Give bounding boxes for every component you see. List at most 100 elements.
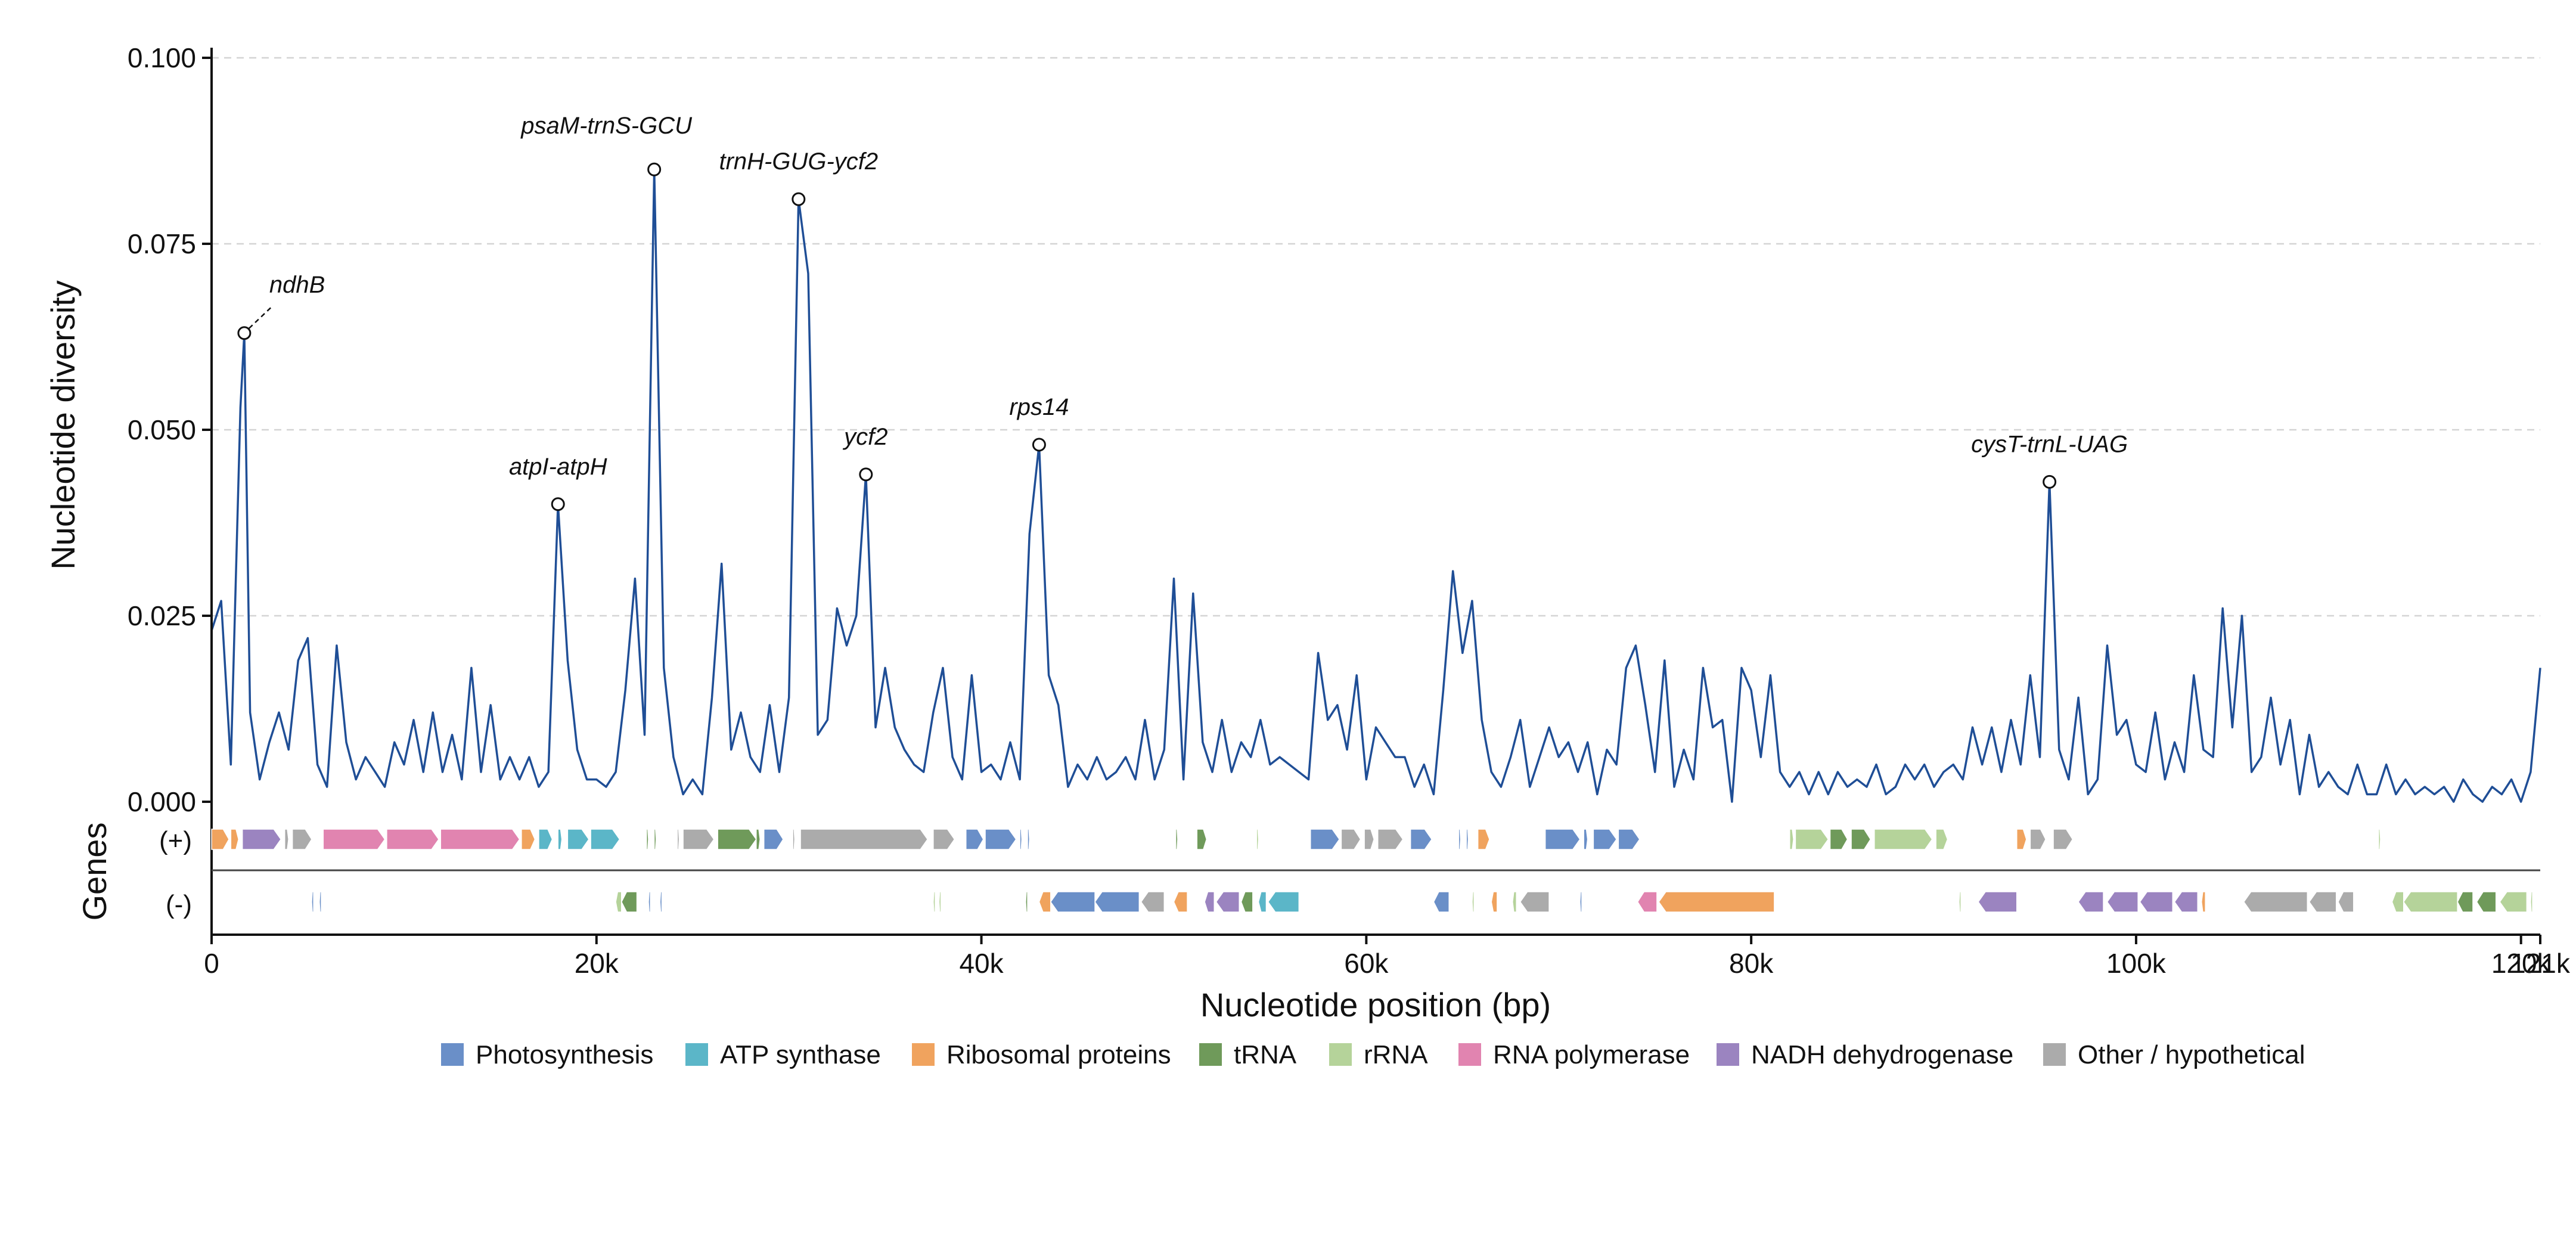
gene-block: [241, 829, 282, 850]
gene-block: [211, 829, 229, 850]
gene-block: [1215, 891, 1240, 913]
peak-marker: [2043, 474, 2057, 489]
gene-block: [1477, 829, 1490, 850]
peak-marker: [1032, 438, 1046, 452]
gene-blocks: [211, 829, 2533, 913]
gene-block: [1593, 829, 1618, 850]
gene-block: [1544, 829, 1581, 850]
gene-block: [1019, 829, 1023, 850]
x-tick-label: 60k: [1344, 948, 1389, 979]
gene-block: [792, 829, 796, 850]
gene-block: [1240, 891, 1253, 913]
strand-minus-label: (-): [166, 890, 192, 919]
gene-block: [1658, 891, 1775, 913]
grid-lines: [212, 57, 2540, 617]
peak-marker: [859, 467, 873, 482]
gene-block: [682, 829, 715, 850]
gene-block: [557, 829, 563, 850]
gene-block: [322, 829, 386, 850]
gene-block: [2053, 829, 2074, 850]
gene-block: [717, 829, 757, 850]
gene-block: [648, 891, 651, 913]
gene-block: [284, 829, 289, 850]
gene-block: [676, 829, 680, 850]
gene-block: [1466, 829, 1469, 850]
gene-block: [230, 829, 239, 850]
x-tick-label: 0: [204, 948, 219, 979]
gene-block: [2391, 891, 2404, 913]
gene-block: [1519, 891, 1550, 913]
peak-label: trnH-GUG-ycf2: [719, 148, 878, 175]
legend: Photosynthesis ATP synthase Ribosomal prot…: [441, 1040, 2305, 1069]
gene-block: [1433, 891, 1450, 913]
gene-block: [756, 829, 761, 850]
gene-block: [2499, 891, 2528, 913]
gene-block: [1027, 829, 1031, 850]
peak-marker: [237, 326, 252, 340]
gene-block: [2174, 891, 2198, 913]
gene-block: [1491, 891, 1498, 913]
peak-label: psaM-trnS-GCU: [520, 113, 693, 139]
legend-swatch: [2043, 1043, 2066, 1066]
gene-block: [2308, 891, 2337, 913]
gene-block: [1050, 891, 1095, 913]
peak-label: rps14: [1009, 394, 1069, 420]
x-tick-label: 20k: [575, 948, 619, 979]
gene-block: [1025, 891, 1028, 913]
gene-block: [1512, 891, 1517, 913]
gene-block: [1410, 829, 1433, 850]
legend-label: Ribosomal proteins: [946, 1040, 1171, 1069]
gene-block: [1364, 829, 1375, 850]
gene-block: [2530, 891, 2533, 913]
legend-swatch: [1199, 1043, 1222, 1066]
gene-block: [2016, 829, 2027, 850]
gene-block: [1959, 891, 1962, 913]
x-tick-label: 120k: [2491, 948, 2552, 979]
gene-block: [2457, 891, 2473, 913]
gene-block: [1637, 891, 1658, 913]
gene-block: [2338, 891, 2354, 913]
gene-block: [620, 891, 638, 913]
legend-label: RNA polymerase: [1493, 1040, 1690, 1069]
y-tick-label: 0.050: [128, 414, 196, 445]
gene-block: [1340, 829, 1361, 850]
gene-block: [2378, 829, 2381, 850]
peak-marker: [551, 497, 565, 511]
genes-axis-title: Genes: [76, 823, 113, 921]
gene-block: [1256, 829, 1259, 850]
y-tick-label: 0.025: [128, 600, 196, 631]
peak-label: atpI-atpH: [509, 454, 607, 480]
gene-block: [1829, 829, 1848, 850]
strand-plus-label: (+): [159, 826, 192, 855]
x-tick-label: 100k: [2106, 948, 2167, 979]
gene-block: [1618, 829, 1640, 850]
gene-block: [1978, 891, 2018, 913]
peak-label: cysT-trnL-UAG: [1971, 431, 2128, 457]
x-tick-label: 121k: [2510, 948, 2571, 979]
gene-block: [800, 829, 929, 850]
legend-label: rRNA: [1364, 1040, 1428, 1069]
gene-block: [311, 891, 314, 913]
gene-block: [538, 829, 553, 850]
gene-block: [1472, 891, 1475, 913]
gene-block: [590, 829, 620, 850]
gene-block: [1267, 891, 1300, 913]
y-tick-label: 0.100: [128, 42, 196, 73]
gene-block: [763, 829, 784, 850]
y-tick-label: 0.000: [128, 786, 196, 817]
y-axis: 0.000 0.025 0.050 0.075 0.100: [128, 42, 213, 817]
y-ticks: 0.000 0.025 0.050 0.075 0.100: [128, 42, 212, 817]
peak-marker: [647, 162, 662, 176]
gene-block: [1935, 829, 1948, 850]
gene-block: [1094, 891, 1140, 913]
legend-label: tRNA: [1234, 1040, 1297, 1069]
legend-swatch: [685, 1043, 708, 1066]
gene-block: [1583, 829, 1588, 850]
gene-block: [985, 829, 1017, 850]
peak-label: ndhB: [269, 272, 325, 298]
gene-block: [659, 891, 663, 913]
gene-block: [1309, 829, 1340, 850]
